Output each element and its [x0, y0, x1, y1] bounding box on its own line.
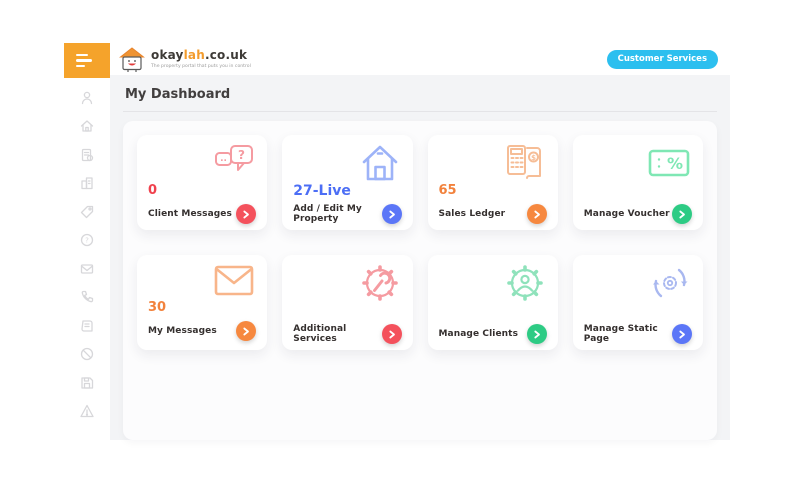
voucher-percent-icon: % [646, 142, 692, 184]
tag-icon[interactable] [79, 203, 96, 220]
svg-text:%: % [667, 154, 683, 173]
card-count [584, 304, 692, 319]
hamburger-menu-button[interactable] [64, 43, 110, 78]
card-label: Manage Voucher [583, 209, 670, 219]
card-client-messages[interactable]: ? .. 0 Client Messages [137, 135, 268, 230]
arrow-button[interactable] [236, 204, 257, 224]
sidebar-nav: ? [64, 78, 110, 420]
user-icon[interactable] [79, 89, 96, 106]
content-area: My Dashboard ? .. [110, 75, 730, 440]
app-window: ? okaylah.co.uk The property [64, 43, 730, 440]
svg-text:?: ? [238, 148, 245, 162]
card-count: 65 [438, 183, 457, 198]
gear-person-icon [503, 262, 547, 304]
card-count [584, 184, 692, 199]
card-my-messages[interactable]: 30 My Messages [137, 255, 268, 350]
card-label: Add / Edit My Property [293, 204, 362, 224]
card-add-edit-property[interactable]: 27-Live Add / Edit My Property [282, 135, 413, 230]
card-count: 30 [148, 300, 167, 315]
card-manage-clients[interactable]: Manage Clients [427, 255, 558, 350]
sidebar: ? [64, 43, 110, 440]
card-label: Manage Static Page [583, 324, 658, 344]
card-label: Additional Services [293, 324, 347, 344]
card-label: Client Messages [148, 209, 232, 219]
arrow-button[interactable] [526, 324, 547, 344]
arrow-button[interactable] [672, 204, 692, 224]
card-count: 0 [148, 183, 158, 198]
mail-icon[interactable] [79, 260, 96, 277]
dashboard-panel: ? .. 0 Client Messages [123, 121, 717, 440]
house-icon [358, 142, 402, 184]
envelope-icon [212, 262, 256, 301]
card-label: My Messages [148, 326, 217, 336]
ledger-icon: $ [501, 142, 547, 184]
customer-services-button[interactable]: Customer Services [606, 49, 718, 69]
help-circle-icon[interactable]: ? [79, 232, 96, 249]
card-count: 27-Live [293, 183, 351, 199]
logo-text: okaylah.co.uk The property portal that p… [151, 48, 251, 69]
cards-grid: ? .. 0 Client Messages [137, 135, 703, 350]
phone-icon[interactable] [79, 289, 96, 306]
brand-tagline: The property portal that puts you in con… [151, 63, 251, 69]
card-sales-ledger[interactable]: $ 65 Sales Ledger [427, 135, 558, 230]
svg-text:?: ? [85, 237, 89, 245]
arrow-button[interactable] [381, 204, 402, 224]
blocked-icon[interactable] [79, 346, 96, 363]
arrow-button[interactable] [236, 321, 257, 341]
document-gear-icon[interactable] [79, 146, 96, 163]
gear-wrench-icon [358, 262, 402, 304]
pages-icon[interactable] [79, 317, 96, 334]
page-title: My Dashboard [123, 84, 717, 112]
card-additional-services[interactable]: Additional Services [282, 255, 413, 350]
building-icon[interactable] [79, 175, 96, 192]
arrow-button[interactable] [672, 324, 692, 344]
card-count [439, 304, 547, 319]
warning-icon[interactable] [79, 403, 96, 420]
chat-question-icon: ? .. [210, 142, 256, 184]
card-count [293, 304, 401, 319]
logo[interactable]: okaylah.co.uk The property portal that p… [118, 46, 251, 73]
svg-text:..: .. [220, 154, 227, 164]
card-manage-static-page[interactable]: Manage Static Page [572, 255, 703, 350]
refresh-gear-icon [648, 262, 692, 304]
card-manage-voucher[interactable]: % Manage Voucher [572, 135, 703, 230]
save-icon[interactable] [79, 374, 96, 391]
arrow-button[interactable] [381, 324, 402, 344]
arrow-button[interactable] [526, 204, 547, 224]
card-label: Sales Ledger [438, 209, 506, 219]
svg-text:$: $ [531, 154, 536, 162]
topbar: okaylah.co.uk The property portal that p… [110, 43, 730, 75]
card-label: Manage Clients [438, 329, 519, 339]
home-icon[interactable] [79, 118, 96, 135]
logo-mascot-icon [119, 46, 145, 72]
main-area: okaylah.co.uk The property portal that p… [110, 43, 730, 440]
brand-name: okaylah.co.uk [151, 48, 248, 63]
